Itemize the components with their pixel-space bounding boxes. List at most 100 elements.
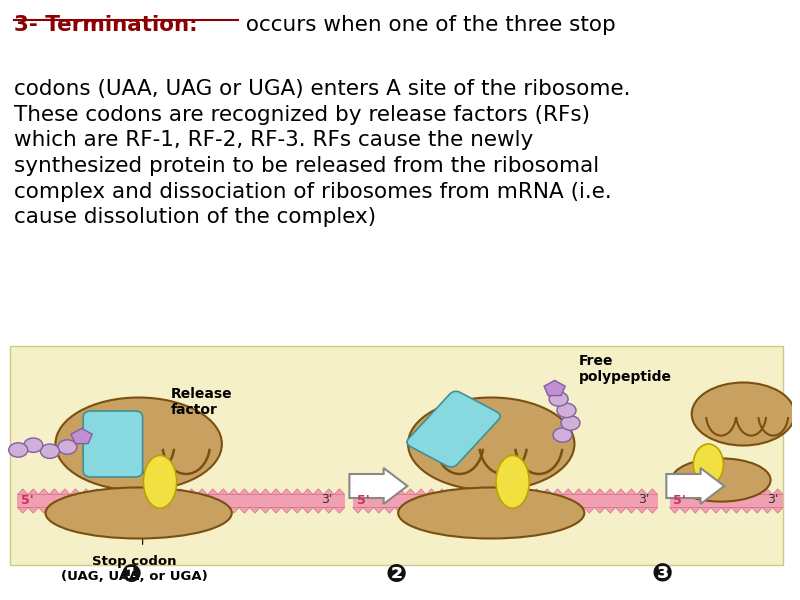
Polygon shape bbox=[102, 508, 113, 513]
Polygon shape bbox=[270, 508, 282, 513]
Polygon shape bbox=[144, 489, 154, 494]
Polygon shape bbox=[773, 489, 783, 494]
FancyBboxPatch shape bbox=[10, 346, 783, 565]
Polygon shape bbox=[70, 489, 81, 494]
Polygon shape bbox=[605, 508, 615, 513]
Polygon shape bbox=[218, 508, 229, 513]
Polygon shape bbox=[363, 489, 374, 494]
Polygon shape bbox=[28, 489, 38, 494]
Polygon shape bbox=[260, 489, 270, 494]
Polygon shape bbox=[773, 508, 783, 513]
Polygon shape bbox=[363, 508, 374, 513]
Ellipse shape bbox=[143, 455, 177, 508]
Polygon shape bbox=[154, 489, 166, 494]
Polygon shape bbox=[426, 489, 437, 494]
Polygon shape bbox=[323, 508, 334, 513]
Polygon shape bbox=[701, 489, 710, 494]
Polygon shape bbox=[374, 489, 384, 494]
Polygon shape bbox=[166, 489, 176, 494]
Polygon shape bbox=[334, 489, 345, 494]
Text: ❶: ❶ bbox=[120, 563, 142, 587]
Polygon shape bbox=[302, 508, 313, 513]
Polygon shape bbox=[670, 489, 680, 494]
FancyBboxPatch shape bbox=[350, 468, 407, 504]
Text: Stop codon
(UAG, UAA, or UGA): Stop codon (UAG, UAA, or UGA) bbox=[62, 555, 208, 583]
Polygon shape bbox=[531, 508, 542, 513]
Polygon shape bbox=[186, 489, 197, 494]
Polygon shape bbox=[134, 489, 144, 494]
Text: 5': 5' bbox=[22, 494, 34, 508]
Polygon shape bbox=[479, 489, 490, 494]
Polygon shape bbox=[102, 489, 113, 494]
FancyBboxPatch shape bbox=[666, 468, 724, 504]
Polygon shape bbox=[123, 508, 134, 513]
Polygon shape bbox=[186, 508, 197, 513]
Polygon shape bbox=[176, 489, 186, 494]
Polygon shape bbox=[49, 489, 60, 494]
Polygon shape bbox=[510, 489, 521, 494]
Polygon shape bbox=[531, 489, 542, 494]
Polygon shape bbox=[250, 508, 260, 513]
Polygon shape bbox=[123, 489, 134, 494]
Polygon shape bbox=[91, 489, 102, 494]
Circle shape bbox=[557, 403, 576, 418]
Polygon shape bbox=[218, 489, 229, 494]
FancyBboxPatch shape bbox=[407, 391, 500, 467]
Polygon shape bbox=[594, 489, 605, 494]
Polygon shape bbox=[710, 508, 721, 513]
Polygon shape bbox=[282, 489, 292, 494]
Ellipse shape bbox=[46, 487, 232, 539]
Polygon shape bbox=[710, 489, 721, 494]
Polygon shape bbox=[680, 489, 690, 494]
Polygon shape bbox=[405, 508, 416, 513]
Polygon shape bbox=[60, 489, 70, 494]
Polygon shape bbox=[313, 508, 323, 513]
Ellipse shape bbox=[496, 455, 530, 508]
Polygon shape bbox=[762, 508, 773, 513]
Polygon shape bbox=[239, 508, 250, 513]
Text: 3': 3' bbox=[321, 493, 332, 506]
Text: 3- Termination:: 3- Termination: bbox=[14, 15, 198, 35]
Polygon shape bbox=[605, 489, 615, 494]
Polygon shape bbox=[647, 489, 658, 494]
Polygon shape bbox=[584, 489, 594, 494]
Bar bbox=[18, 494, 345, 508]
Polygon shape bbox=[18, 508, 28, 513]
Polygon shape bbox=[426, 508, 437, 513]
Polygon shape bbox=[458, 489, 468, 494]
Polygon shape bbox=[500, 508, 510, 513]
Polygon shape bbox=[479, 508, 490, 513]
Circle shape bbox=[41, 444, 59, 458]
Polygon shape bbox=[353, 508, 363, 513]
Polygon shape bbox=[154, 508, 166, 513]
Polygon shape bbox=[270, 489, 282, 494]
Polygon shape bbox=[113, 489, 123, 494]
Text: codons (UAA, UAG or UGA) enters A site of the ribosome.
These codons are recogni: codons (UAA, UAG or UGA) enters A site o… bbox=[14, 79, 630, 227]
Polygon shape bbox=[239, 489, 250, 494]
Polygon shape bbox=[207, 489, 218, 494]
Text: Free
polypeptide: Free polypeptide bbox=[578, 354, 671, 384]
Polygon shape bbox=[292, 508, 302, 513]
Polygon shape bbox=[49, 508, 60, 513]
Polygon shape bbox=[437, 489, 447, 494]
Polygon shape bbox=[542, 508, 553, 513]
Polygon shape bbox=[250, 489, 260, 494]
Polygon shape bbox=[70, 508, 81, 513]
Polygon shape bbox=[18, 489, 28, 494]
Circle shape bbox=[553, 428, 572, 442]
Text: 3': 3' bbox=[638, 493, 650, 506]
Polygon shape bbox=[553, 489, 563, 494]
Polygon shape bbox=[374, 508, 384, 513]
Polygon shape bbox=[521, 489, 531, 494]
Circle shape bbox=[58, 440, 77, 454]
Polygon shape bbox=[468, 489, 479, 494]
Text: 5': 5' bbox=[357, 494, 370, 508]
Polygon shape bbox=[134, 508, 144, 513]
Polygon shape bbox=[626, 489, 637, 494]
Polygon shape bbox=[81, 508, 91, 513]
Polygon shape bbox=[38, 508, 49, 513]
Polygon shape bbox=[28, 508, 38, 513]
Polygon shape bbox=[197, 508, 207, 513]
Polygon shape bbox=[742, 508, 752, 513]
Text: 5': 5' bbox=[674, 494, 686, 508]
